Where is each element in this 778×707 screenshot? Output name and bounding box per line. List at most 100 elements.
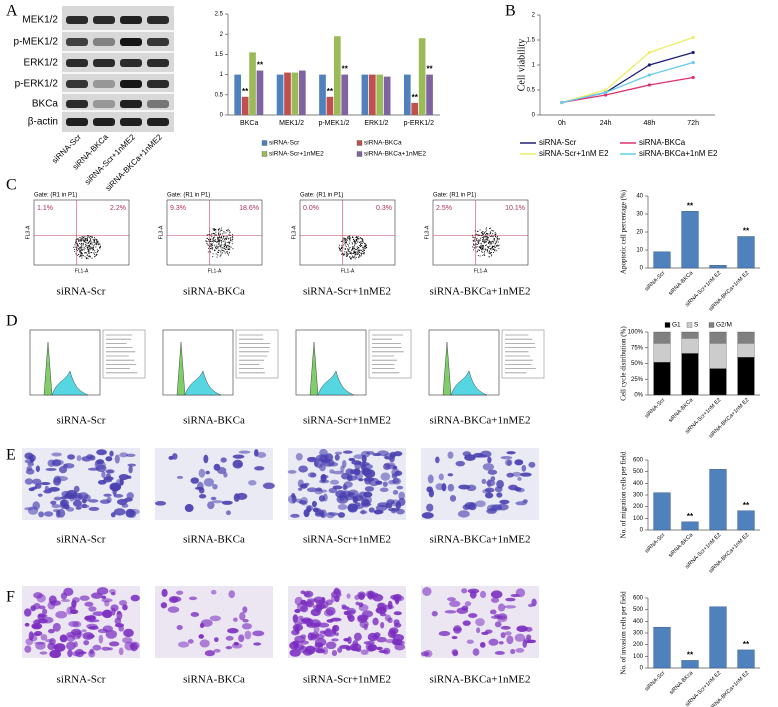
blot-band <box>93 38 115 46</box>
stained-cell <box>33 592 43 599</box>
bar <box>681 660 699 669</box>
flow-dot <box>356 249 358 250</box>
flow-dot <box>81 246 83 248</box>
flow-dot <box>94 242 96 244</box>
flow-dot <box>476 240 478 242</box>
stained-cell <box>360 463 373 470</box>
flow-dot <box>352 236 354 238</box>
flow-dot <box>349 240 351 242</box>
flow-dot <box>476 230 478 232</box>
stained-cell <box>91 592 103 599</box>
stained-cell <box>194 486 204 490</box>
flow-dot <box>361 238 363 240</box>
flow-dot <box>92 248 94 250</box>
flow-dot <box>354 258 356 260</box>
flow-dot <box>207 237 209 239</box>
flow-dot <box>486 246 488 248</box>
flow-pct: 0.0% <box>303 205 319 212</box>
flow-dot <box>484 232 485 234</box>
x-tick-label: siRNA-Scr <box>644 270 667 293</box>
flow-dot <box>345 252 347 254</box>
x-tick-label: p-MEK1/2 <box>318 120 349 127</box>
y-tick-label: 400 <box>633 481 644 487</box>
flow-dot <box>83 241 85 243</box>
stained-cell <box>482 463 495 471</box>
stained-cell <box>105 629 117 639</box>
flow-dot <box>486 227 487 229</box>
flow-dot <box>489 245 491 247</box>
flow-dot <box>346 254 348 256</box>
flow-dot <box>94 240 96 242</box>
flow-dot <box>230 240 232 242</box>
flow-dot <box>224 240 226 242</box>
flow-dot <box>78 248 80 250</box>
flow-dot <box>85 244 87 246</box>
stained-cell <box>515 648 525 653</box>
flow-dot <box>362 239 364 241</box>
flow-dot <box>476 250 478 252</box>
stained-cell <box>392 478 400 484</box>
flow-dot <box>73 248 75 250</box>
flow-dot <box>221 242 223 244</box>
flow-dot <box>206 242 208 244</box>
flow-dot <box>348 247 350 249</box>
stained-cell <box>88 499 99 503</box>
flow-dot <box>352 236 354 238</box>
flow-dot <box>480 243 482 245</box>
flow-dot <box>230 236 232 238</box>
flow-dot <box>344 242 346 244</box>
flow-dot <box>208 246 210 248</box>
flow-dot <box>209 247 211 249</box>
stained-cell <box>211 500 223 504</box>
flow-dot <box>362 240 364 242</box>
flow-dot <box>487 249 488 251</box>
flow-dot <box>97 251 99 253</box>
stained-cell <box>500 625 511 630</box>
flow-dot <box>230 239 232 241</box>
stained-cell <box>262 482 275 490</box>
flow-dot <box>208 239 209 241</box>
flow-dot <box>215 245 217 247</box>
flow-dot <box>75 242 77 244</box>
stained-cell <box>228 590 236 599</box>
stained-cell <box>393 611 402 616</box>
flow-dot <box>489 241 491 243</box>
flow-dot <box>356 237 358 239</box>
flow-dot <box>75 248 77 250</box>
flow-dot <box>220 254 222 256</box>
flow-dot <box>226 246 227 248</box>
flow-dot <box>356 246 358 248</box>
y-tick-label: 400 <box>633 619 644 625</box>
flow-dot <box>356 247 358 249</box>
stained-cell <box>76 455 82 462</box>
stained-cell <box>375 606 387 614</box>
image-caption: siRNA-BKCa+1nME2 <box>430 674 531 686</box>
point <box>691 50 695 55</box>
flow-dot <box>215 229 217 231</box>
stained-cell <box>462 451 472 457</box>
flow-dot <box>339 248 341 250</box>
flow-dot <box>93 239 95 241</box>
flow-dot <box>216 244 218 246</box>
flow-dot <box>342 244 344 246</box>
flow-dot <box>361 251 363 252</box>
flow-dot <box>354 244 356 246</box>
flow-dot <box>486 233 488 235</box>
stained-cell <box>110 484 122 491</box>
stained-cell <box>314 488 323 495</box>
stained-cell <box>242 606 248 613</box>
flow-gate: Gate: (R1 in P1) <box>433 193 476 199</box>
flow-dot <box>218 240 220 242</box>
stained-cell <box>190 612 200 617</box>
flow-dot <box>207 244 209 246</box>
flow-dot <box>217 237 219 239</box>
stained-cell <box>60 592 68 600</box>
flow-dot <box>215 248 217 250</box>
flow-dot <box>96 240 98 242</box>
flow-dot <box>338 244 340 246</box>
flow-dot <box>488 241 490 243</box>
flow-dot <box>224 252 226 254</box>
y-tick-label: 30 <box>636 212 643 218</box>
flow-dot <box>492 240 493 242</box>
